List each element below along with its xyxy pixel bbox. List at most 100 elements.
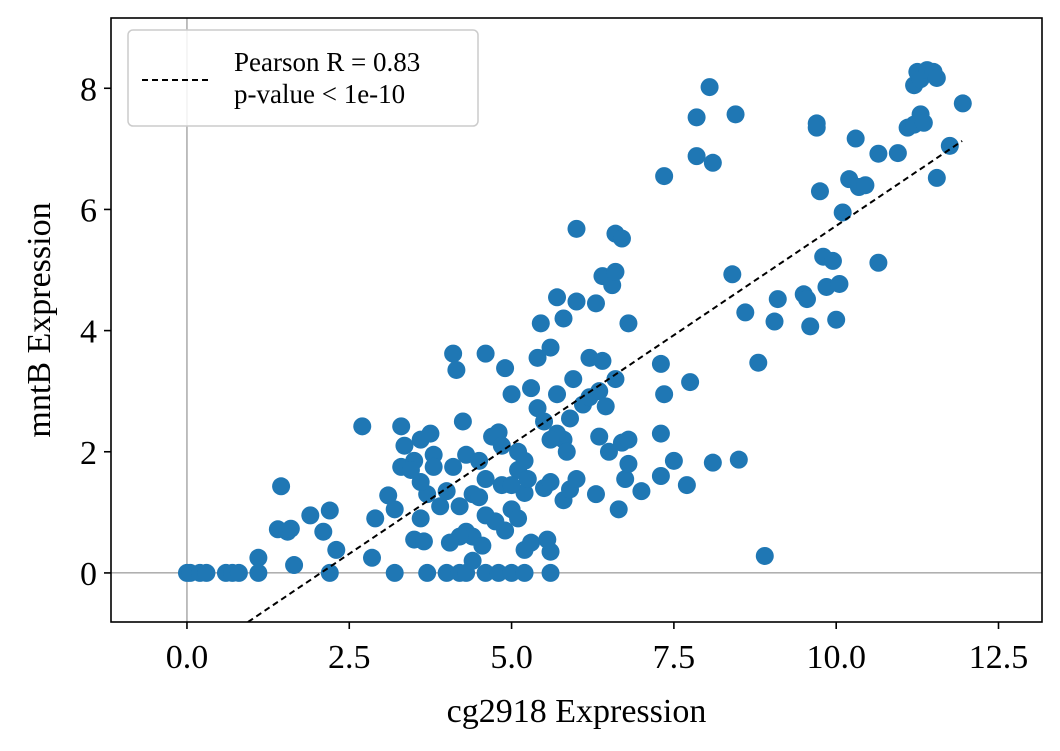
point [440, 533, 459, 552]
point [765, 312, 784, 331]
point [655, 385, 674, 404]
point [655, 167, 674, 186]
point [729, 450, 748, 469]
point [606, 262, 625, 281]
point [320, 501, 339, 520]
point [677, 476, 696, 495]
point [421, 424, 440, 443]
point [596, 397, 615, 416]
point [651, 466, 670, 485]
point [797, 290, 816, 309]
point [548, 288, 567, 307]
point [476, 470, 495, 489]
point [476, 344, 495, 363]
point [541, 563, 560, 582]
point [869, 144, 888, 163]
x-tick-label: 7.5 [653, 639, 696, 676]
point [489, 563, 508, 582]
point [561, 409, 580, 428]
x-tick-label: 5.0 [490, 639, 533, 676]
point [385, 500, 404, 519]
y-tick-label: 0 [80, 556, 97, 593]
point [522, 379, 541, 398]
point [593, 351, 612, 370]
point [437, 482, 456, 501]
legend-box [127, 29, 479, 127]
x-tick-label: 12.5 [969, 639, 1029, 676]
point [437, 563, 456, 582]
point [281, 519, 300, 538]
point [755, 546, 774, 565]
point [827, 310, 846, 329]
point [444, 344, 463, 363]
y-axis-label: mntB Expression [21, 202, 58, 437]
x-tick-label: 2.5 [328, 639, 371, 676]
point [538, 530, 557, 549]
point [927, 68, 946, 87]
point [395, 436, 414, 455]
point [392, 417, 411, 436]
point [700, 78, 719, 97]
point [447, 360, 466, 379]
point [953, 94, 972, 113]
point [473, 536, 492, 555]
point [736, 303, 755, 322]
point [914, 113, 933, 132]
point [586, 485, 605, 504]
point [353, 417, 372, 436]
point [528, 348, 547, 367]
point [619, 454, 638, 473]
point [616, 470, 635, 489]
point [502, 563, 521, 582]
point [470, 488, 489, 507]
legend-label: p-value < 1e-10 [234, 79, 405, 109]
frame [110, 17, 1043, 623]
point [564, 370, 583, 389]
point [606, 370, 625, 389]
point [619, 314, 638, 333]
point [502, 476, 521, 495]
x-axis-label: cg2918 Expression [447, 693, 707, 730]
point [599, 442, 618, 461]
point [509, 509, 528, 528]
point [470, 451, 489, 470]
point [249, 548, 268, 567]
point [424, 457, 443, 476]
point [664, 451, 683, 470]
point [651, 354, 670, 373]
point [528, 399, 547, 418]
point [411, 473, 430, 492]
point [590, 382, 609, 401]
point [703, 153, 722, 172]
point [486, 512, 505, 531]
point [869, 253, 888, 272]
point [723, 265, 742, 284]
point [807, 118, 826, 137]
point [515, 483, 534, 502]
point [927, 168, 946, 187]
y-tick-label: 8 [80, 71, 97, 108]
x-tick-label: 0.0 [166, 639, 209, 676]
point [846, 129, 865, 148]
point [414, 532, 433, 551]
point [450, 497, 469, 516]
point [940, 136, 959, 155]
point [548, 385, 567, 404]
point [833, 203, 852, 222]
point [703, 453, 722, 472]
point [567, 292, 586, 311]
point [401, 460, 420, 479]
point [888, 144, 907, 163]
point [320, 563, 339, 582]
point [726, 105, 745, 124]
fit-line [247, 140, 963, 622]
point [541, 338, 560, 357]
point [515, 451, 534, 470]
point [366, 509, 385, 528]
point [379, 486, 398, 505]
point [557, 442, 576, 461]
point [249, 563, 268, 582]
point [749, 353, 768, 372]
point [418, 563, 437, 582]
y-tick-label: 4 [80, 314, 97, 351]
